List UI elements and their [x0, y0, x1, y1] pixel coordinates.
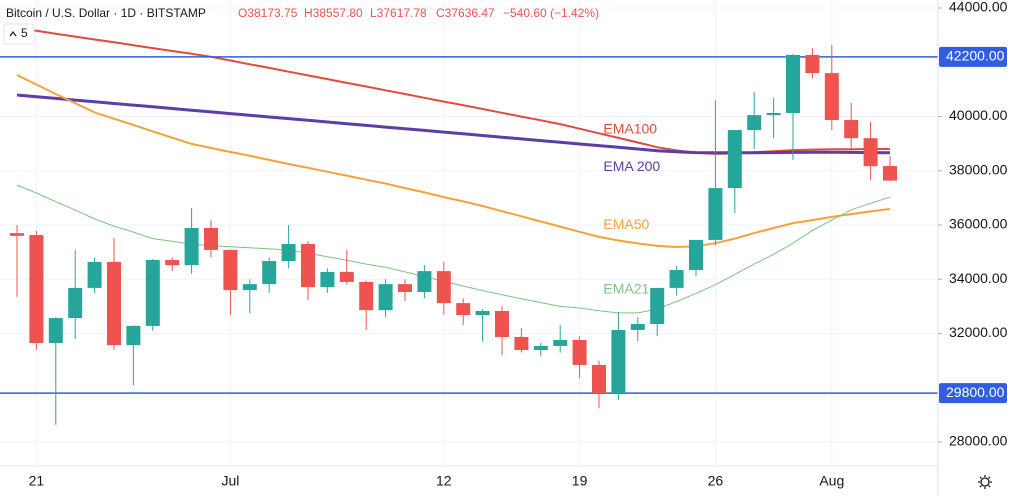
candle-body [126, 325, 141, 346]
candle-body [630, 324, 645, 330]
x-tick-label: 21 [29, 473, 45, 489]
candle-body [766, 112, 781, 116]
candle-body [883, 166, 897, 181]
candle-body [223, 249, 238, 291]
ohlc-open: O38173.75 [238, 6, 298, 20]
y-tick-label: 38000.00 [949, 161, 1008, 177]
y-tick-label: 44000.00 [949, 0, 1008, 15]
x-tick-label: 12 [436, 473, 452, 489]
ohlc-change: −540.60 (−1.42%) [503, 6, 599, 20]
candle-body [48, 318, 63, 343]
x-tick-label: 19 [572, 473, 588, 489]
ema-label: EMA100 [603, 121, 657, 137]
candle-body [10, 233, 24, 236]
candle-body [417, 271, 432, 292]
candle-body [475, 310, 490, 316]
candle-body [165, 259, 180, 266]
y-tick-label: 36000.00 [949, 216, 1008, 232]
ema-label: EMA50 [603, 216, 649, 232]
candle-body [747, 115, 762, 131]
y-tick-label: 28000.00 [949, 433, 1008, 449]
y-tick-label: 40000.00 [949, 107, 1008, 123]
candle-body [301, 243, 315, 288]
price-label-box [939, 46, 1007, 67]
candle-body [514, 337, 529, 351]
ema-line [16, 93, 891, 155]
candle-body [281, 243, 296, 262]
candle-body [398, 284, 412, 292]
candle-body [708, 188, 723, 240]
ohlc-low: L37617.78 [370, 6, 427, 20]
candle-body [87, 261, 102, 288]
candle-body [339, 271, 354, 282]
candle-body [863, 138, 878, 167]
plot [0, 27, 938, 425]
x-tick-label: 26 [708, 473, 724, 489]
price-label: 29800.00 [946, 384, 1005, 400]
candle-body [786, 54, 800, 113]
price-label: 42200.00 [946, 48, 1005, 64]
candle-body [495, 310, 509, 338]
x-tick-label: Jul [221, 473, 239, 489]
candle-body [669, 270, 684, 288]
settings-icon[interactable] [978, 475, 992, 489]
y-tick-label: 34000.00 [949, 270, 1008, 286]
candle-body [650, 287, 665, 325]
candle-body [456, 303, 471, 316]
candle-body [436, 271, 451, 304]
ema-line [16, 184, 891, 314]
candle-body [262, 261, 277, 285]
indicator-toggle[interactable] [3, 23, 35, 45]
ohlc-high: H38557.80 [304, 6, 363, 20]
price-label-box [939, 383, 1007, 404]
x-tick-label: Aug [819, 473, 844, 489]
candle-body [727, 130, 742, 189]
candle-body [824, 73, 839, 121]
ema-line [16, 74, 891, 249]
ema-label: EMA21 [603, 281, 649, 297]
candle-body [145, 259, 160, 326]
candle-body [68, 287, 83, 319]
candle-body [805, 54, 820, 74]
candle-body [359, 281, 374, 311]
candle-body [553, 340, 568, 346]
ema-label: EMA 200 [603, 158, 660, 174]
indicator-count: 5 [21, 26, 28, 40]
candle-body [242, 284, 257, 291]
candle-body [107, 261, 121, 346]
y-tick-label: 32000.00 [949, 324, 1008, 340]
ohlc-close: C37636.47 [436, 6, 495, 20]
candle-body [320, 271, 335, 288]
candle-body [572, 340, 587, 365]
candle-body [204, 227, 218, 250]
candle-body [592, 364, 606, 394]
candle-body [29, 235, 44, 343]
chevron-icon [9, 31, 17, 37]
candle-body [689, 239, 703, 271]
candle-body [184, 227, 199, 266]
candle-body [533, 345, 548, 351]
candle-body [844, 120, 859, 139]
candle-body [378, 284, 393, 311]
symbol-title: Bitcoin / U.S. Dollar · 1D · BITSTAMP [6, 6, 206, 20]
candle-body [611, 329, 626, 394]
